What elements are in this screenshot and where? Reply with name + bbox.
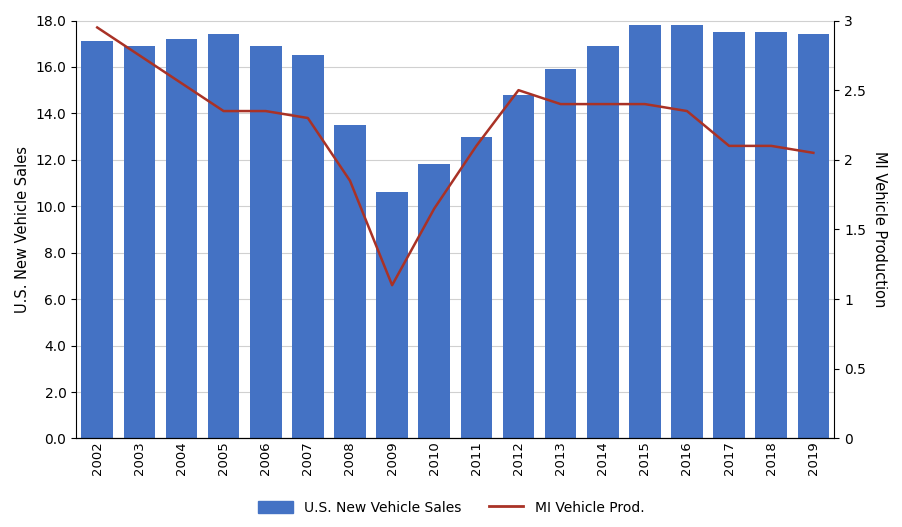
- Bar: [797, 34, 829, 438]
- Legend: U.S. New Vehicle Sales, MI Vehicle Prod.: U.S. New Vehicle Sales, MI Vehicle Prod.: [253, 495, 649, 520]
- MI Vehicle Prod.: [261, 108, 272, 114]
- Bar: [207, 34, 239, 438]
- Bar: [81, 42, 113, 438]
- MI Vehicle Prod.: [682, 108, 693, 114]
- Bar: [461, 136, 492, 438]
- Line: MI Vehicle Prod.: MI Vehicle Prod.: [97, 27, 814, 285]
- MI Vehicle Prod.: [556, 101, 566, 108]
- MI Vehicle Prod.: [640, 101, 650, 108]
- Bar: [334, 125, 366, 438]
- Bar: [756, 32, 787, 438]
- MI Vehicle Prod.: [218, 108, 229, 114]
- MI Vehicle Prod.: [428, 206, 439, 212]
- MI Vehicle Prod.: [133, 52, 144, 58]
- Bar: [250, 46, 281, 438]
- Bar: [629, 25, 660, 438]
- Y-axis label: MI Vehicle Production: MI Vehicle Production: [872, 151, 887, 308]
- Bar: [419, 164, 450, 438]
- MI Vehicle Prod.: [176, 80, 187, 86]
- MI Vehicle Prod.: [387, 282, 398, 288]
- Bar: [587, 46, 619, 438]
- Bar: [166, 39, 198, 438]
- MI Vehicle Prod.: [92, 24, 103, 31]
- MI Vehicle Prod.: [513, 87, 524, 93]
- Bar: [671, 25, 703, 438]
- Bar: [124, 46, 155, 438]
- Bar: [713, 32, 745, 438]
- Bar: [502, 95, 534, 438]
- Y-axis label: U.S. New Vehicle Sales: U.S. New Vehicle Sales: [15, 146, 30, 313]
- MI Vehicle Prod.: [345, 178, 355, 184]
- MI Vehicle Prod.: [302, 115, 313, 121]
- MI Vehicle Prod.: [723, 143, 734, 149]
- MI Vehicle Prod.: [808, 150, 819, 156]
- MI Vehicle Prod.: [766, 143, 777, 149]
- MI Vehicle Prod.: [471, 143, 482, 149]
- Bar: [376, 192, 408, 438]
- Bar: [545, 69, 576, 438]
- MI Vehicle Prod.: [597, 101, 608, 108]
- Bar: [292, 55, 324, 438]
